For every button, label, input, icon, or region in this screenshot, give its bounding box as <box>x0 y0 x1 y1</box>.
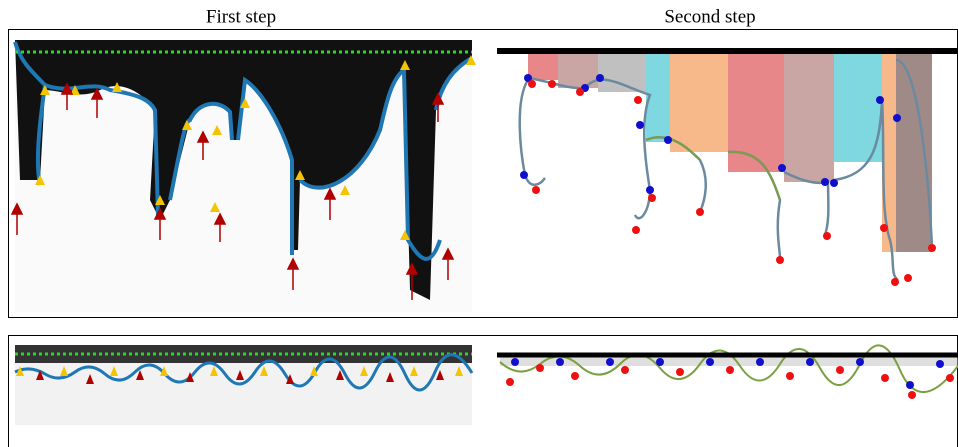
figure: First step Second step <box>0 0 958 447</box>
segmentation-image <box>12 40 476 312</box>
panel-title: Second step <box>664 6 755 27</box>
segment-drawing <box>497 345 958 399</box>
segmentation-image <box>15 345 472 425</box>
segment-drawing <box>497 51 958 286</box>
panel-title: First step <box>206 6 276 27</box>
